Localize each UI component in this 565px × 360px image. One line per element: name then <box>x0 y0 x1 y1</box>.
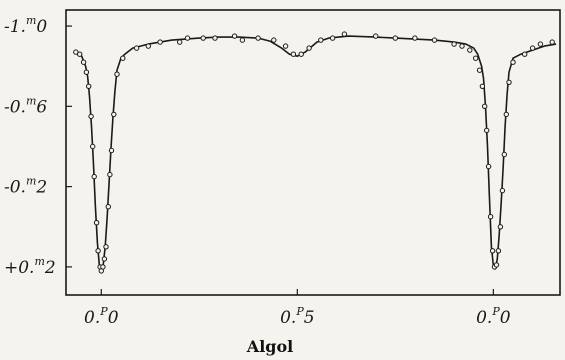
x-tick-label-dec: 5 <box>304 308 315 328</box>
y-tick-label: +0.m2 <box>4 255 56 278</box>
x-tick-label-int: 0. <box>280 308 296 328</box>
y-tick-label-unit: m <box>34 255 44 268</box>
y-tick-label: -0.m6 <box>4 94 47 117</box>
observation-point <box>86 83 92 90</box>
observation-point <box>107 171 113 178</box>
observation-point <box>133 45 140 51</box>
observation-point <box>114 71 120 77</box>
observation-point <box>103 244 109 250</box>
chart-title: Algol <box>246 337 293 356</box>
observation-point <box>549 39 555 45</box>
observation-point <box>484 127 490 134</box>
observation-point <box>503 111 509 118</box>
y-tick-label: -1.m0 <box>4 14 47 37</box>
observation-point <box>101 256 108 262</box>
observation-point <box>83 69 90 75</box>
observation-point <box>88 113 94 120</box>
observation-point <box>497 224 504 230</box>
observation-point <box>157 39 163 45</box>
y-tick-label-int: -0. <box>4 97 26 117</box>
y-tick-label-unit: m <box>26 175 36 188</box>
y-tick-label-dec: 0 <box>36 17 47 37</box>
observation-point <box>467 47 473 53</box>
y-tick-label: -0.m2 <box>4 175 47 198</box>
observation-point <box>239 37 246 43</box>
observation-point <box>482 103 488 110</box>
y-tick-label-dec: 2 <box>44 258 56 278</box>
y-tick-label-unit: m <box>26 94 36 107</box>
observation-point <box>298 51 304 57</box>
x-tick-label-dec: 0 <box>108 308 119 328</box>
observation-point <box>80 59 87 65</box>
observation-point <box>177 39 183 45</box>
observation-point <box>105 204 112 210</box>
observation-point <box>145 43 152 49</box>
observation-point <box>231 33 238 39</box>
observation-point <box>95 248 101 254</box>
observation-point <box>73 49 79 55</box>
observation-point <box>282 43 289 49</box>
observation-point <box>501 151 507 158</box>
observation-point <box>373 33 379 39</box>
observation-point <box>108 147 115 154</box>
observation-point <box>493 262 500 268</box>
x-tick-label-unit: P <box>491 305 500 318</box>
x-tick-label: 0.P0 <box>476 305 511 328</box>
observation-point <box>120 55 126 61</box>
observation-point <box>318 37 324 43</box>
light-curve-line <box>73 35 557 272</box>
observation-point <box>473 55 479 61</box>
observation-point <box>510 59 516 65</box>
observation-point <box>459 43 465 49</box>
y-tick-label-int: -0. <box>4 178 26 198</box>
x-tick-label-int: 0. <box>476 308 492 328</box>
observation-point <box>91 173 97 180</box>
observation-point <box>495 248 502 254</box>
observation-point <box>90 143 96 150</box>
observation-point <box>522 51 528 57</box>
y-tick-label-unit: m <box>26 14 36 27</box>
x-axis: 0.P0 0.P5 0.P0 <box>84 289 511 328</box>
x-tick-label-unit: P <box>295 305 304 318</box>
observation-point <box>537 41 544 47</box>
observation-point <box>200 35 206 41</box>
observation-point <box>529 45 536 51</box>
observation-point <box>485 163 492 170</box>
observation-point <box>255 35 261 41</box>
observation-point <box>499 187 506 194</box>
observation-point <box>212 35 218 41</box>
observation-point <box>392 35 398 41</box>
y-axis: -1.m0-0.m6-0.m2+0.m2 <box>4 14 72 278</box>
observation-point <box>306 45 312 51</box>
x-tick-label-unit: P <box>99 305 108 318</box>
observation-point <box>111 111 117 118</box>
x-tick-label: 0.P5 <box>280 305 314 328</box>
observation-point <box>479 83 486 90</box>
x-tick-label-int: 0. <box>84 308 100 328</box>
observation-point <box>341 31 348 37</box>
observation-point <box>271 37 277 43</box>
observation-point <box>93 220 100 226</box>
observation-point <box>100 264 106 270</box>
x-tick-label: 0.P0 <box>84 305 119 328</box>
observation-point <box>451 41 457 47</box>
y-tick-label-int: -1. <box>4 17 26 37</box>
y-tick-label-int: +0. <box>4 258 34 278</box>
observation-point <box>431 37 438 43</box>
series-layer <box>73 31 557 274</box>
y-tick-label-dec: 6 <box>36 97 47 117</box>
observation-point <box>329 35 336 41</box>
observation-point <box>487 214 494 220</box>
observation-point <box>290 51 297 57</box>
y-tick-label-dec: 2 <box>35 178 47 198</box>
observation-point <box>184 35 191 41</box>
observation-point <box>489 248 496 254</box>
plot-frame <box>65 9 561 296</box>
observation-point <box>506 79 512 86</box>
observation-point <box>476 67 483 73</box>
x-tick-label-dec: 0 <box>500 308 511 328</box>
observation-point <box>77 51 83 57</box>
observation-point <box>412 35 418 41</box>
